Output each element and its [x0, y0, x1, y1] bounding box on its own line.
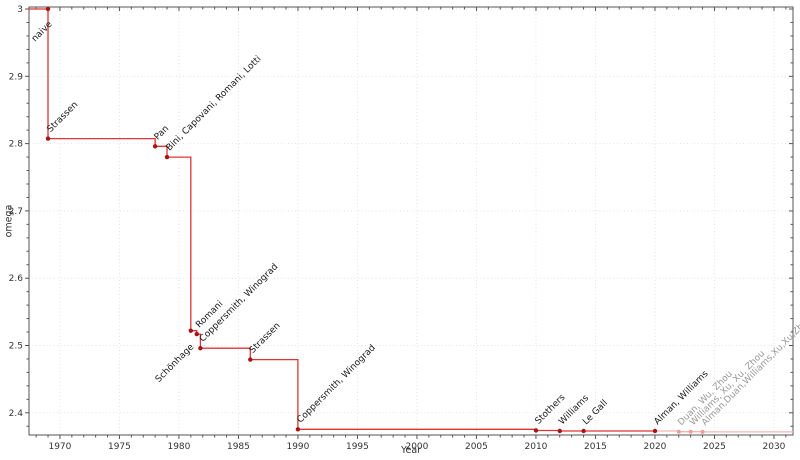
x-axis-title: Year: [400, 445, 422, 456]
data-point: [164, 154, 170, 160]
data-point: [152, 144, 158, 149]
y-axis-title: omega: [3, 204, 15, 238]
data-point: [248, 357, 253, 362]
step-line: [29, 8, 655, 432]
y-tick-label: 2.5: [9, 341, 23, 351]
x-tick-label: 2020: [644, 442, 667, 452]
data-point: [194, 331, 199, 337]
data-point: [533, 428, 539, 433]
x-tick-label: 2000: [405, 442, 428, 452]
x-tick-label: 1995: [346, 442, 369, 452]
x-tick-label: 1970: [48, 442, 71, 452]
data-point: [581, 428, 586, 434]
y-tick-label: 2.8: [9, 140, 24, 150]
y-tick-label: 3: [17, 5, 23, 15]
y-tick-label: 2.4: [9, 409, 24, 419]
y-tick-label: 2.6: [9, 274, 24, 284]
data-point: [45, 136, 51, 141]
x-tick-label: 2025: [703, 442, 726, 452]
x-tick-label: 2015: [584, 442, 607, 452]
data-point: [652, 428, 658, 434]
data-point-faded: [688, 429, 693, 434]
data-point: [45, 6, 51, 12]
data-point-faded: [700, 429, 705, 434]
x-tick-label: 2010: [525, 442, 548, 452]
data-point: [198, 346, 203, 351]
y-tick-label: 2.7: [9, 207, 23, 217]
x-tick-label: 1985: [227, 442, 250, 452]
x-tick-label: 1975: [108, 442, 131, 452]
data-point: [295, 427, 301, 432]
data-point: [188, 328, 193, 333]
x-tick-label: 2030: [763, 442, 786, 452]
x-tick-label: 2005: [465, 442, 488, 452]
x-tick-label: 1980: [167, 442, 190, 452]
data-point: [557, 428, 562, 434]
x-tick-label: 1990: [286, 442, 309, 452]
plot-frame: [28, 6, 794, 436]
y-tick-label: 2.9: [9, 72, 24, 82]
data-point-faded: [676, 429, 681, 434]
